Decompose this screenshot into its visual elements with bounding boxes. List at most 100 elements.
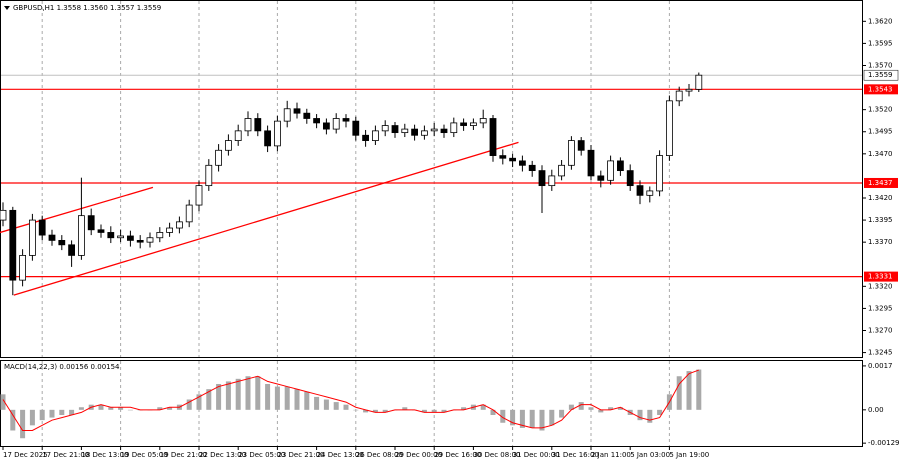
macd-bar: [608, 407, 614, 410]
macd-bar: [431, 409, 437, 413]
candle-body: [38, 219, 46, 236]
macd-bar: [255, 376, 261, 410]
candle-body: [587, 149, 595, 177]
y-tick-label: 1.3245: [868, 349, 893, 357]
candle-body: [381, 125, 389, 132]
candle-body: [244, 118, 252, 132]
y-tick-label: 1.3420: [868, 194, 893, 202]
trend-line: [0, 186, 154, 234]
candle-body: [215, 149, 223, 166]
macd-bar: [186, 399, 192, 410]
candle-body: [401, 128, 409, 134]
macd-bar: [490, 409, 496, 415]
candle-body: [127, 235, 134, 241]
x-tick-label: 30 Dec 08:00: [473, 451, 520, 459]
macd-bar: [20, 409, 26, 439]
level-label: 1.3543: [868, 85, 893, 93]
candle-body: [205, 164, 213, 187]
candle-body: [254, 118, 262, 132]
candle-body: [166, 227, 174, 233]
candle-body: [9, 209, 17, 281]
macd-frame: [0, 360, 863, 447]
macd-bar: [294, 389, 300, 410]
macd-bar: [118, 407, 124, 410]
macd-bar: [598, 409, 604, 413]
x-tick-label: 29 Dec 16:00: [434, 451, 481, 459]
y-tick-label: 1.3520: [868, 106, 893, 114]
candle-body: [568, 140, 575, 166]
macd-bar: [304, 391, 310, 410]
macd-bar: [343, 404, 349, 410]
macd-bar: [323, 399, 329, 410]
y-tick-label: 1.3570: [868, 61, 893, 69]
candle-body: [175, 221, 183, 229]
candle-body: [78, 215, 85, 256]
candle-body: [19, 255, 27, 281]
macd-bar: [578, 402, 584, 410]
macd-bar: [402, 407, 408, 410]
candle-body: [499, 155, 507, 159]
macd-bar: [274, 386, 280, 410]
candle-body: [548, 175, 556, 187]
macd-bar: [29, 409, 35, 426]
candle-body: [107, 232, 115, 239]
candle-body: [0, 209, 7, 221]
candle-body: [607, 160, 614, 181]
candle-body: [87, 215, 95, 231]
candle-body: [156, 232, 164, 239]
macd-bar: [225, 381, 231, 410]
candle-body: [283, 108, 291, 122]
macd-bar: [108, 407, 114, 410]
candle-body: [577, 140, 585, 151]
candle-body: [440, 128, 448, 134]
candle-body: [519, 160, 526, 166]
macd-bar: [39, 409, 45, 421]
macd-bar: [49, 409, 55, 418]
y-tick-label: 1.3370: [868, 238, 893, 246]
candle-body: [528, 164, 536, 172]
candle-body: [617, 160, 624, 172]
macd-bar: [500, 409, 506, 423]
x-tick-label: 19 Dec 05:00: [121, 451, 168, 459]
x-tick-label: 23 Dec 05:00: [238, 451, 285, 459]
candle-body: [117, 235, 124, 239]
macd-bar: [216, 383, 222, 410]
candle-body: [332, 118, 340, 130]
macd-bar: [127, 409, 133, 411]
x-tick-label: 17 Dec 21:00: [42, 451, 89, 459]
candle-body: [666, 100, 673, 156]
level-box: [864, 271, 898, 282]
candle-body: [479, 118, 487, 124]
candle-body: [48, 234, 56, 241]
x-tick-label: 26 Dec 08:00: [356, 451, 403, 459]
macd-bar: [549, 409, 555, 426]
macd-bar: [588, 407, 594, 410]
macd-bar: [59, 409, 65, 415]
candle-body: [224, 140, 232, 151]
candle-body: [234, 130, 242, 141]
candle-body: [58, 239, 66, 246]
level-label: 1.3331: [868, 273, 893, 281]
last-price-box: [863, 69, 899, 81]
menu-icon[interactable]: [4, 6, 10, 10]
candle-body: [371, 130, 379, 141]
y-tick-label: -0.00129: [868, 439, 899, 447]
x-tick-label: 18 Dec 13:00: [81, 451, 128, 459]
candle-body: [656, 155, 663, 192]
x-tick-label: 5 Jan 03:00: [630, 451, 670, 459]
signal-line: [2, 369, 699, 431]
macd-bar: [637, 409, 643, 421]
macd-bar: [568, 404, 574, 410]
candle-body: [646, 190, 654, 196]
y-tick-label: 1.3295: [868, 304, 893, 312]
macd-bar: [314, 396, 320, 410]
y-tick-label: 1.3595: [868, 39, 893, 47]
macd-bar: [78, 407, 84, 410]
macd-bar: [69, 409, 75, 415]
macd-bar: [421, 409, 427, 413]
candle-body: [558, 164, 565, 177]
x-tick-label: 22 Dec 13:00: [199, 451, 246, 459]
level-box: [864, 84, 898, 95]
macd-bar: [10, 409, 16, 431]
candle-body: [450, 122, 458, 134]
